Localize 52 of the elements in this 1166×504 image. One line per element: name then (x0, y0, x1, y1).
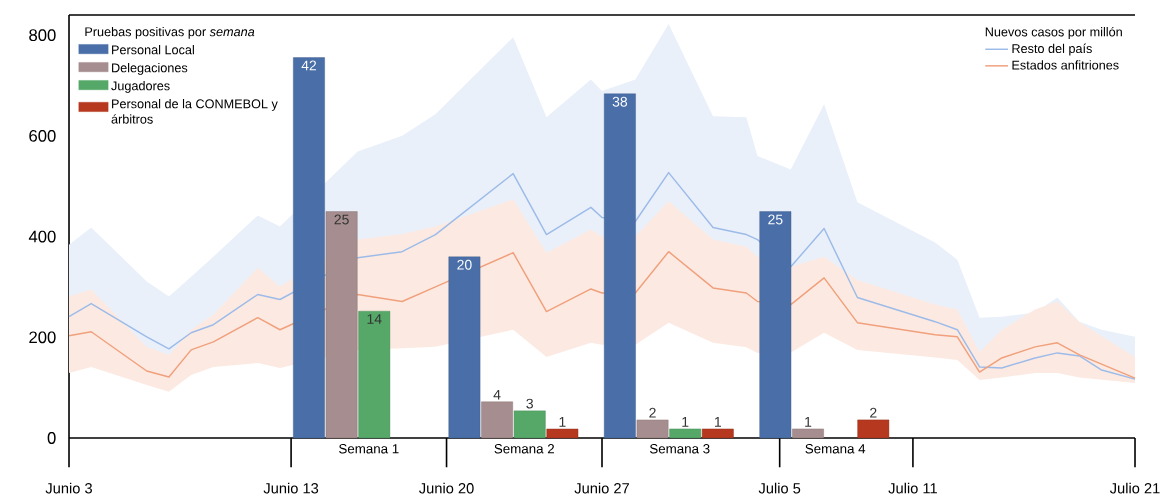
bar (792, 428, 824, 439)
bar (669, 428, 702, 439)
x-tick-label: Semana 1 (339, 444, 399, 454)
legend-title: Pruebas positivas por semana (85, 26, 255, 39)
y-tick-label: 0 (47, 432, 56, 444)
data-label: 1 (682, 417, 689, 427)
data-label: 38 (612, 96, 628, 107)
x-tick-label: Julio 5 (758, 482, 801, 494)
bar (701, 428, 734, 439)
data-label: 25 (334, 214, 349, 225)
bar (604, 93, 636, 439)
data-label: 2 (649, 407, 656, 418)
legend-label: Personal de la CONMEBOL y árbitros (111, 99, 278, 124)
data-label: 2 (870, 407, 877, 418)
data-label: 25 (768, 214, 783, 225)
bar (857, 419, 890, 439)
data-label: 1 (559, 417, 566, 427)
legend-title: Nuevos casos por millón (985, 26, 1122, 39)
y-tick-label: 200 (29, 331, 56, 344)
data-label: 3 (526, 398, 533, 409)
y-tick-label: 400 (28, 230, 56, 243)
x-tick-label: Julio 11 (888, 482, 937, 494)
x-tick-label: Semana 4 (805, 444, 866, 454)
x-tick-label: Junio 3 (45, 482, 92, 494)
data-label: 1 (715, 417, 722, 427)
legend-label: Estados anfitriones (1012, 60, 1119, 70)
legend-label: Jugadores (111, 81, 170, 93)
y-tick-label: 800 (29, 29, 56, 42)
x-tick-label: Semana 2 (494, 444, 554, 454)
legend-label: Personal Local (112, 45, 194, 55)
bar (293, 57, 325, 439)
x-tick-label: Julio 21 (1109, 482, 1160, 494)
bar (358, 310, 391, 439)
bar (448, 256, 481, 439)
data-label: 42 (301, 60, 317, 71)
bar (513, 410, 546, 439)
x-tick-label: Junio 27 (574, 482, 629, 494)
bar (759, 211, 792, 439)
x-tick-label: Semana 3 (649, 444, 710, 454)
bar (636, 419, 669, 439)
data-label: 20 (457, 259, 472, 270)
bar (546, 428, 579, 439)
legend-label: Resto del país (1012, 43, 1092, 56)
x-tick-label: Junio 13 (263, 482, 319, 494)
bar (481, 401, 513, 439)
bar (325, 211, 358, 439)
data-label: 4 (493, 389, 501, 400)
x-tick-label: Junio 20 (419, 482, 474, 494)
y-tick-label: 600 (29, 129, 56, 142)
data-label: 1 (805, 417, 812, 427)
legend-label: Delegaciones (112, 63, 188, 75)
data-label: 14 (367, 314, 382, 324)
